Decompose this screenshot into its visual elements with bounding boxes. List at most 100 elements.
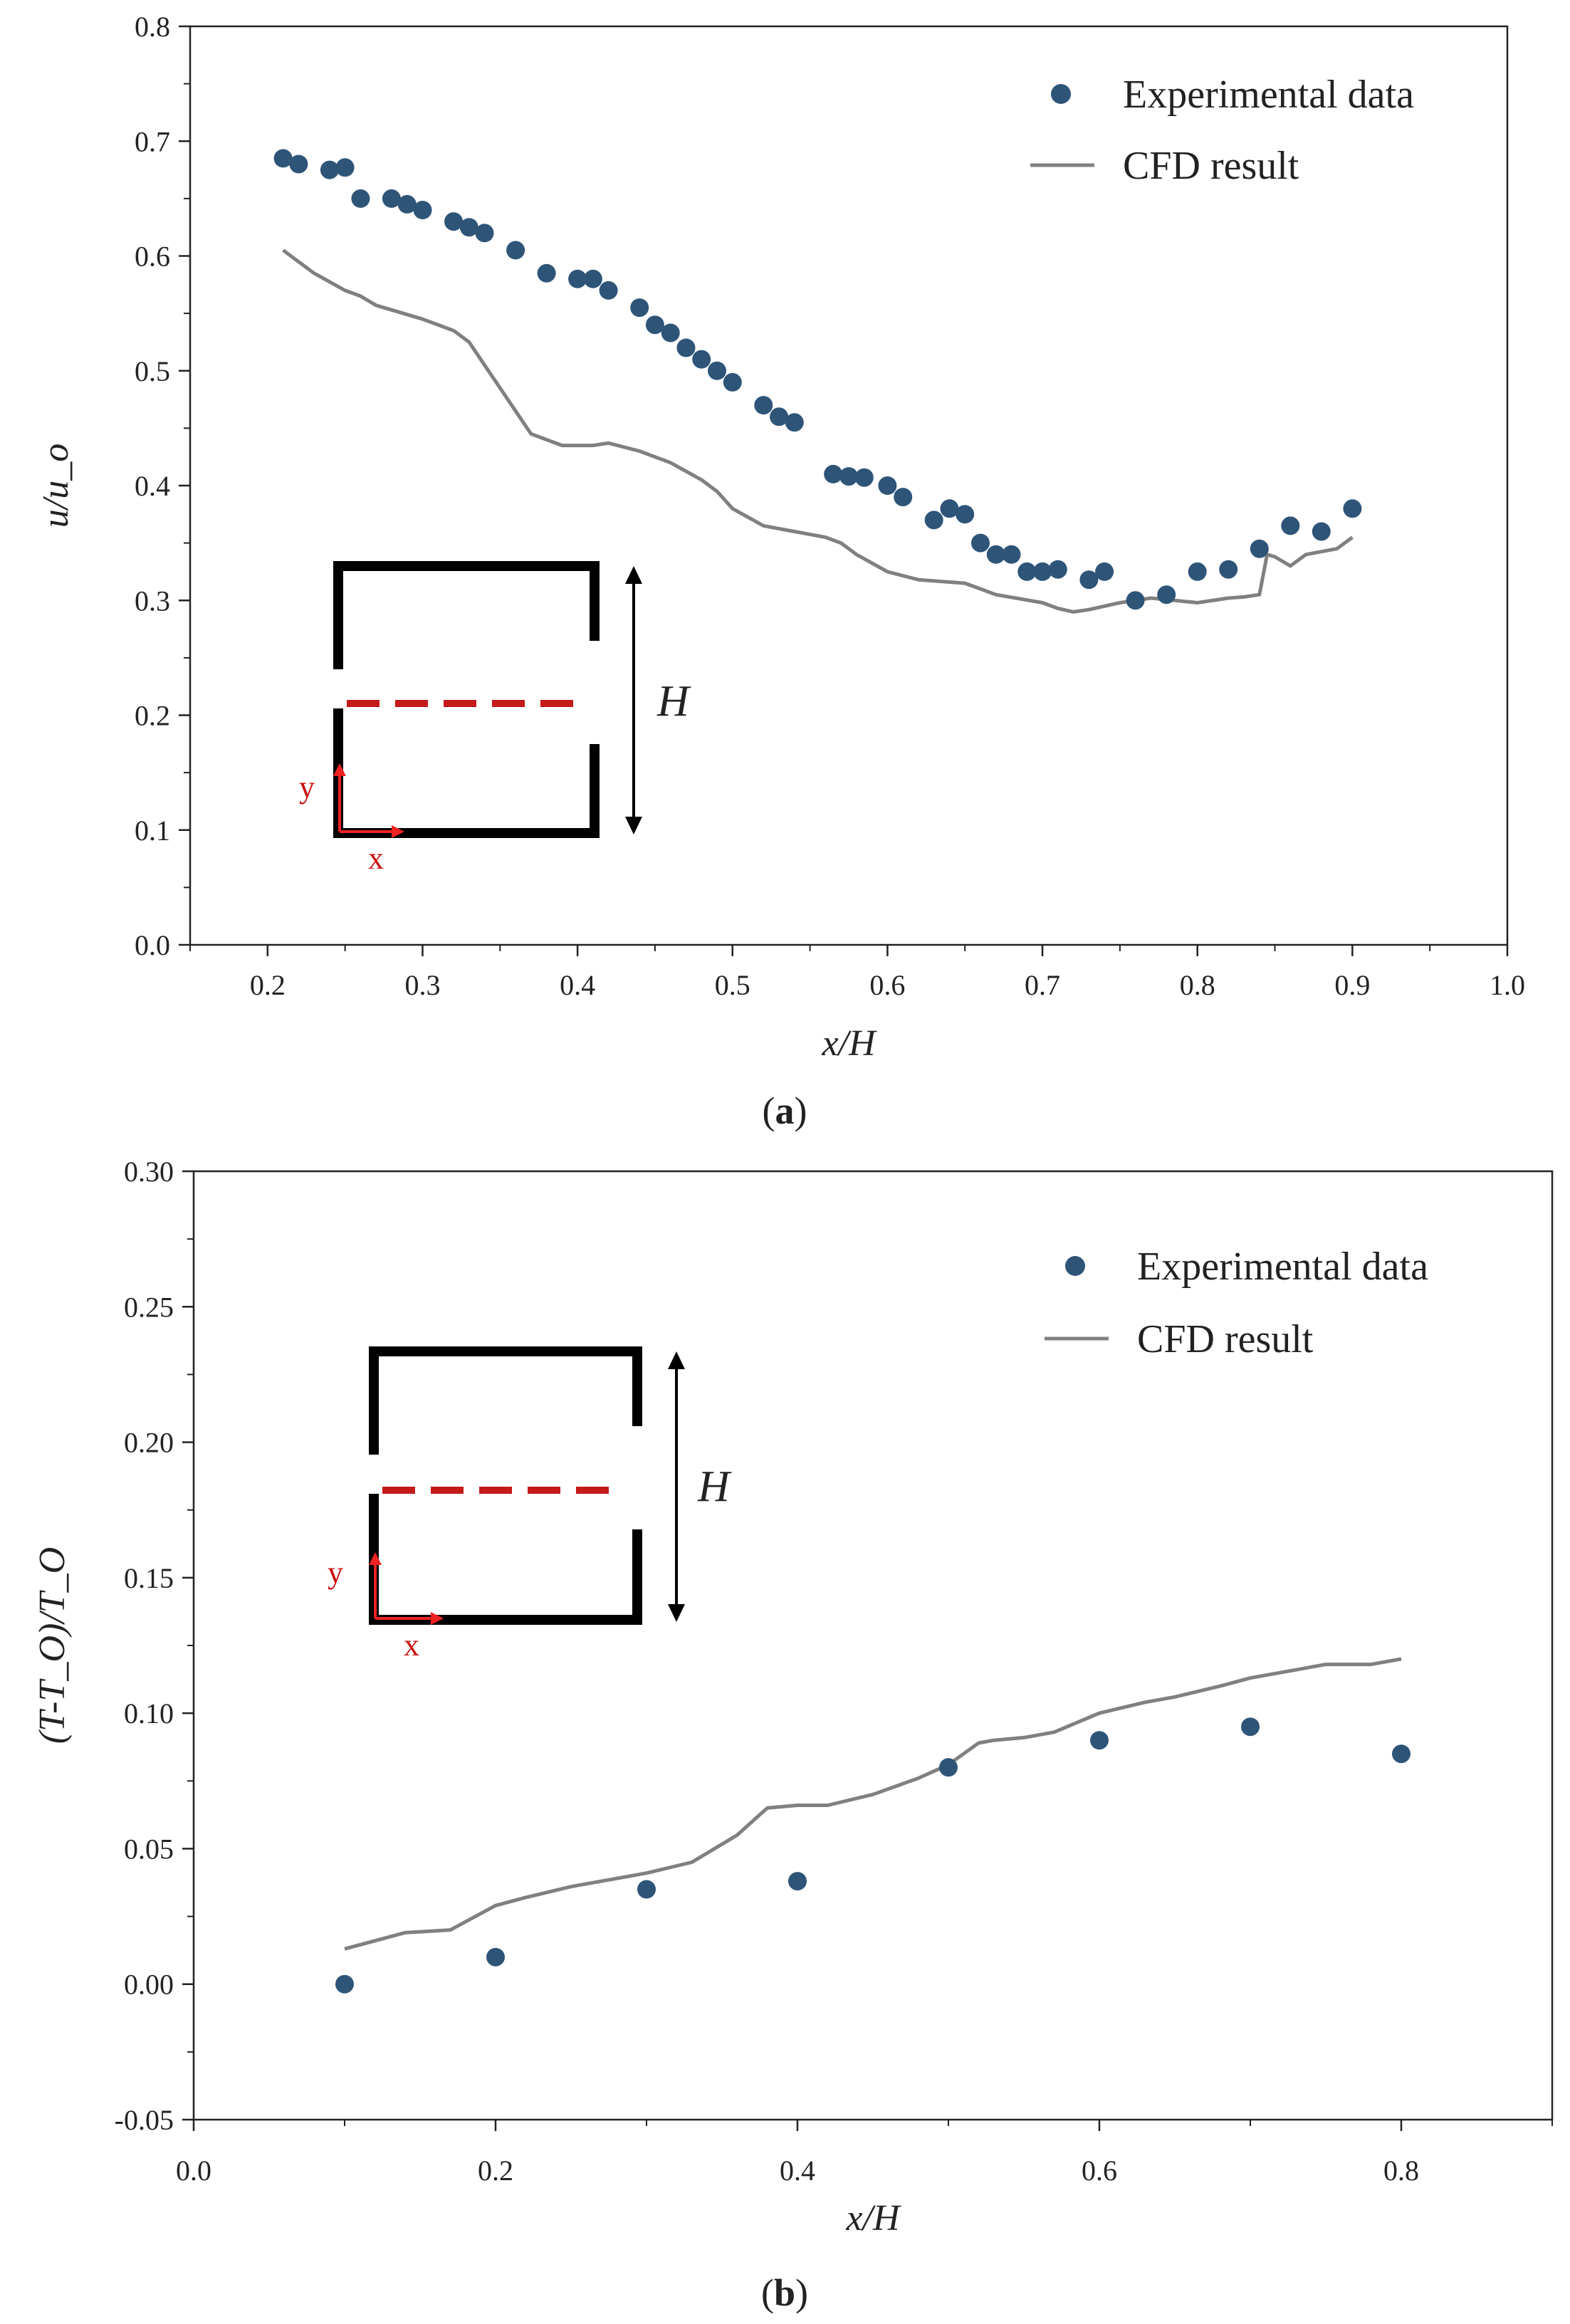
legend-label-cfd: CFD result: [1137, 1317, 1314, 1361]
inset-x-arrowhead: [431, 1612, 444, 1625]
experimental-data-point: [1343, 499, 1362, 518]
experimental-data-point: [335, 158, 355, 177]
x-tick-label: 0.8: [1180, 969, 1215, 1001]
experimental-data-point: [475, 224, 494, 243]
y-tick-label: 0.30: [124, 1156, 174, 1188]
y-tick-label: 0.00: [124, 1969, 174, 2001]
experimental-data-point: [1126, 591, 1145, 610]
inset-height-label: H: [656, 677, 691, 726]
inset-height-label: H: [697, 1462, 732, 1511]
plot-frame-b: [192, 1170, 1554, 2121]
experimental-data-point: [824, 464, 843, 483]
y-tick-label: 0.05: [124, 1833, 174, 1865]
experimental-data-point: [708, 361, 726, 380]
x-axis-label-a: x/H: [821, 1023, 877, 1064]
inset-y-arrowhead: [333, 763, 346, 776]
y-tick-label: 0.2: [135, 700, 170, 732]
y-tick-label: 0.15: [124, 1562, 174, 1594]
cfd-result-line: [282, 248, 1354, 614]
legend-label-cfd: CFD result: [1123, 144, 1299, 188]
experimental-data-point: [723, 372, 742, 392]
experimental-data-point: [878, 476, 897, 495]
caption-letter-b: b: [774, 2271, 795, 2314]
experimental-data-point: [568, 269, 587, 288]
y-tick-label: 0.25: [124, 1291, 174, 1323]
experimental-data-point: [459, 218, 478, 237]
experimental-data-point: [1079, 570, 1099, 590]
y-tick-label: 0.1: [135, 815, 170, 847]
experimental-data-point: [320, 160, 339, 179]
experimental-data-point: [839, 467, 858, 486]
inset-arrowhead-bottom: [625, 817, 642, 834]
experimental-data-point: [956, 505, 975, 524]
y-tick-label: 0.3: [135, 585, 170, 617]
y-axis-label-a: u/u_o: [36, 444, 76, 528]
axis-ticks-b: 0.0 0.2 0.4 0.6 0.8 -0.05 0.00 0.05 0.10 0.15 0.20…: [115, 1156, 1553, 2187]
y-tick-label: 0.6: [135, 241, 170, 273]
experimental-data-point: [1095, 562, 1114, 581]
plot-area-b: [335, 1657, 1411, 1994]
x-tick-label: 0.4: [560, 969, 595, 1001]
experimental-data-point: [894, 488, 913, 507]
experimental-data-point: [986, 545, 1005, 564]
experimental-data-point: [971, 533, 990, 553]
inset-room-wall-lower: [369, 1494, 642, 1625]
x-tick-label: 0.6: [869, 969, 905, 1001]
inset-room-wall-upper: [369, 1346, 642, 1455]
experimental-data-point: [382, 189, 401, 208]
experimental-data-point: [788, 1872, 807, 1891]
experimental-data-point: [1002, 545, 1021, 564]
experimental-data-point: [1281, 516, 1300, 535]
experimental-data-point: [273, 149, 293, 168]
experimental-data-point: [1241, 1717, 1260, 1737]
experimental-data-point: [1033, 562, 1052, 581]
legend-label-experimental: Experimental data: [1123, 73, 1414, 117]
experimental-data-point: [486, 1947, 505, 1967]
experimental-data-point: [1048, 560, 1067, 579]
y-axis-label-b: (T-T_O)/T_O: [32, 1547, 73, 1744]
experimental-data-point: [335, 1974, 354, 1994]
caption-letter-a: a: [775, 1089, 795, 1132]
y-tick-label: 0.10: [124, 1697, 174, 1729]
cfd-result-line: [344, 1657, 1402, 1951]
inset-x-label: x: [368, 841, 384, 876]
experimental-data-point: [854, 468, 874, 487]
experimental-data-point: [770, 407, 789, 426]
inset-arrowhead-top: [668, 1351, 685, 1369]
experimental-data-point: [1250, 539, 1269, 558]
caption-a: (a): [763, 1089, 807, 1132]
inset-schematic-b: H x y: [328, 1346, 732, 1663]
experimental-data-point: [661, 323, 680, 342]
x-tick-label: 0.4: [780, 2155, 815, 2187]
experimental-data-point: [785, 413, 804, 432]
experimental-data-point: [351, 189, 370, 208]
experimental-data-point: [1312, 522, 1331, 541]
experimental-data-point: [1090, 1731, 1109, 1750]
y-tick-label: 0.4: [135, 470, 170, 502]
x-tick-label: 0.8: [1383, 2155, 1419, 2187]
x-tick-label: 0.3: [404, 969, 440, 1001]
y-tick-label: -0.05: [115, 2104, 174, 2136]
legend-marker-experimental: [1065, 1256, 1085, 1276]
experimental-data-point: [506, 241, 525, 260]
x-axis-label-b: x/H: [845, 2198, 901, 2239]
x-tick-label: 0.2: [478, 2155, 513, 2187]
x-tick-label: 0.9: [1334, 969, 1370, 1001]
x-tick-label: 0.6: [1082, 2155, 1117, 2187]
experimental-data-point: [676, 338, 696, 357]
chart-panel-b: 0.0 0.2 0.4 0.6 0.8 -0.05 0.00 0.05 0.10 0.15 0.20…: [32, 1156, 1554, 2314]
inset-y-label: y: [299, 770, 315, 805]
inset-x-arrowhead: [392, 825, 404, 838]
experimental-data-point: [645, 315, 664, 335]
experimental-data-point: [1392, 1744, 1411, 1764]
y-tick-label: 0.20: [124, 1427, 174, 1459]
inset-arrowhead-bottom: [668, 1604, 685, 1622]
x-tick-label: 0.5: [715, 969, 750, 1001]
experimental-data-point: [940, 499, 959, 518]
experimental-data-point: [289, 155, 308, 174]
legend-marker-experimental: [1051, 84, 1071, 104]
plot-area-a: [273, 149, 1362, 614]
experimental-data-point: [939, 1758, 958, 1777]
experimental-data-point: [583, 269, 602, 288]
